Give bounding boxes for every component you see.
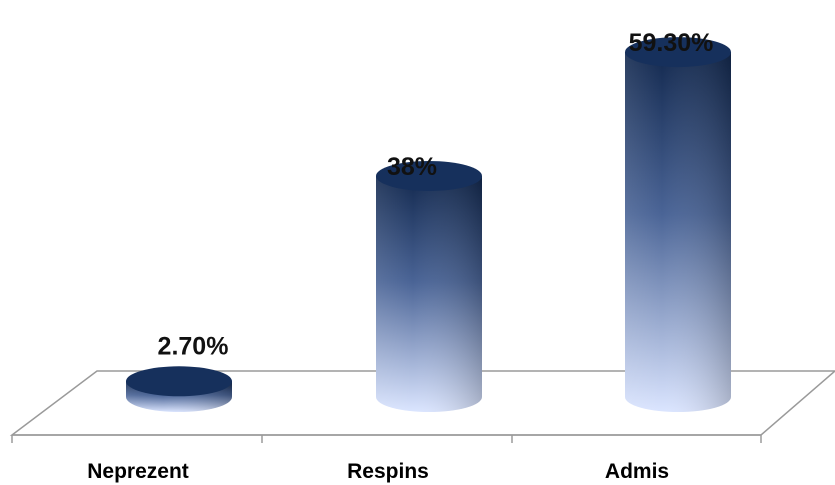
bar-shading [376, 175, 482, 412]
bars [126, 37, 731, 413]
data-label-respins: 38% [387, 153, 437, 181]
bar-neprezent [126, 366, 232, 412]
data-labels: 2.70% 38% 59.30% [158, 29, 714, 360]
bar-respins [376, 160, 482, 412]
x-axis-labels: Neprezent Respins Admis [87, 460, 669, 483]
data-label-admis: 59.30% [629, 29, 714, 57]
x-tick-label-neprezent: Neprezent [87, 460, 189, 483]
x-tick-label-admis: Admis [605, 460, 669, 483]
bar-top-cap [126, 366, 232, 397]
data-label-neprezent: 2.70% [158, 332, 229, 360]
bar-admis [625, 37, 731, 413]
x-tick-label-respins: Respins [347, 460, 429, 483]
bar-top-cap [376, 160, 482, 191]
x-axis-ticks [11, 435, 762, 443]
bar-top-cap [625, 37, 731, 68]
bar-shading [625, 52, 731, 413]
